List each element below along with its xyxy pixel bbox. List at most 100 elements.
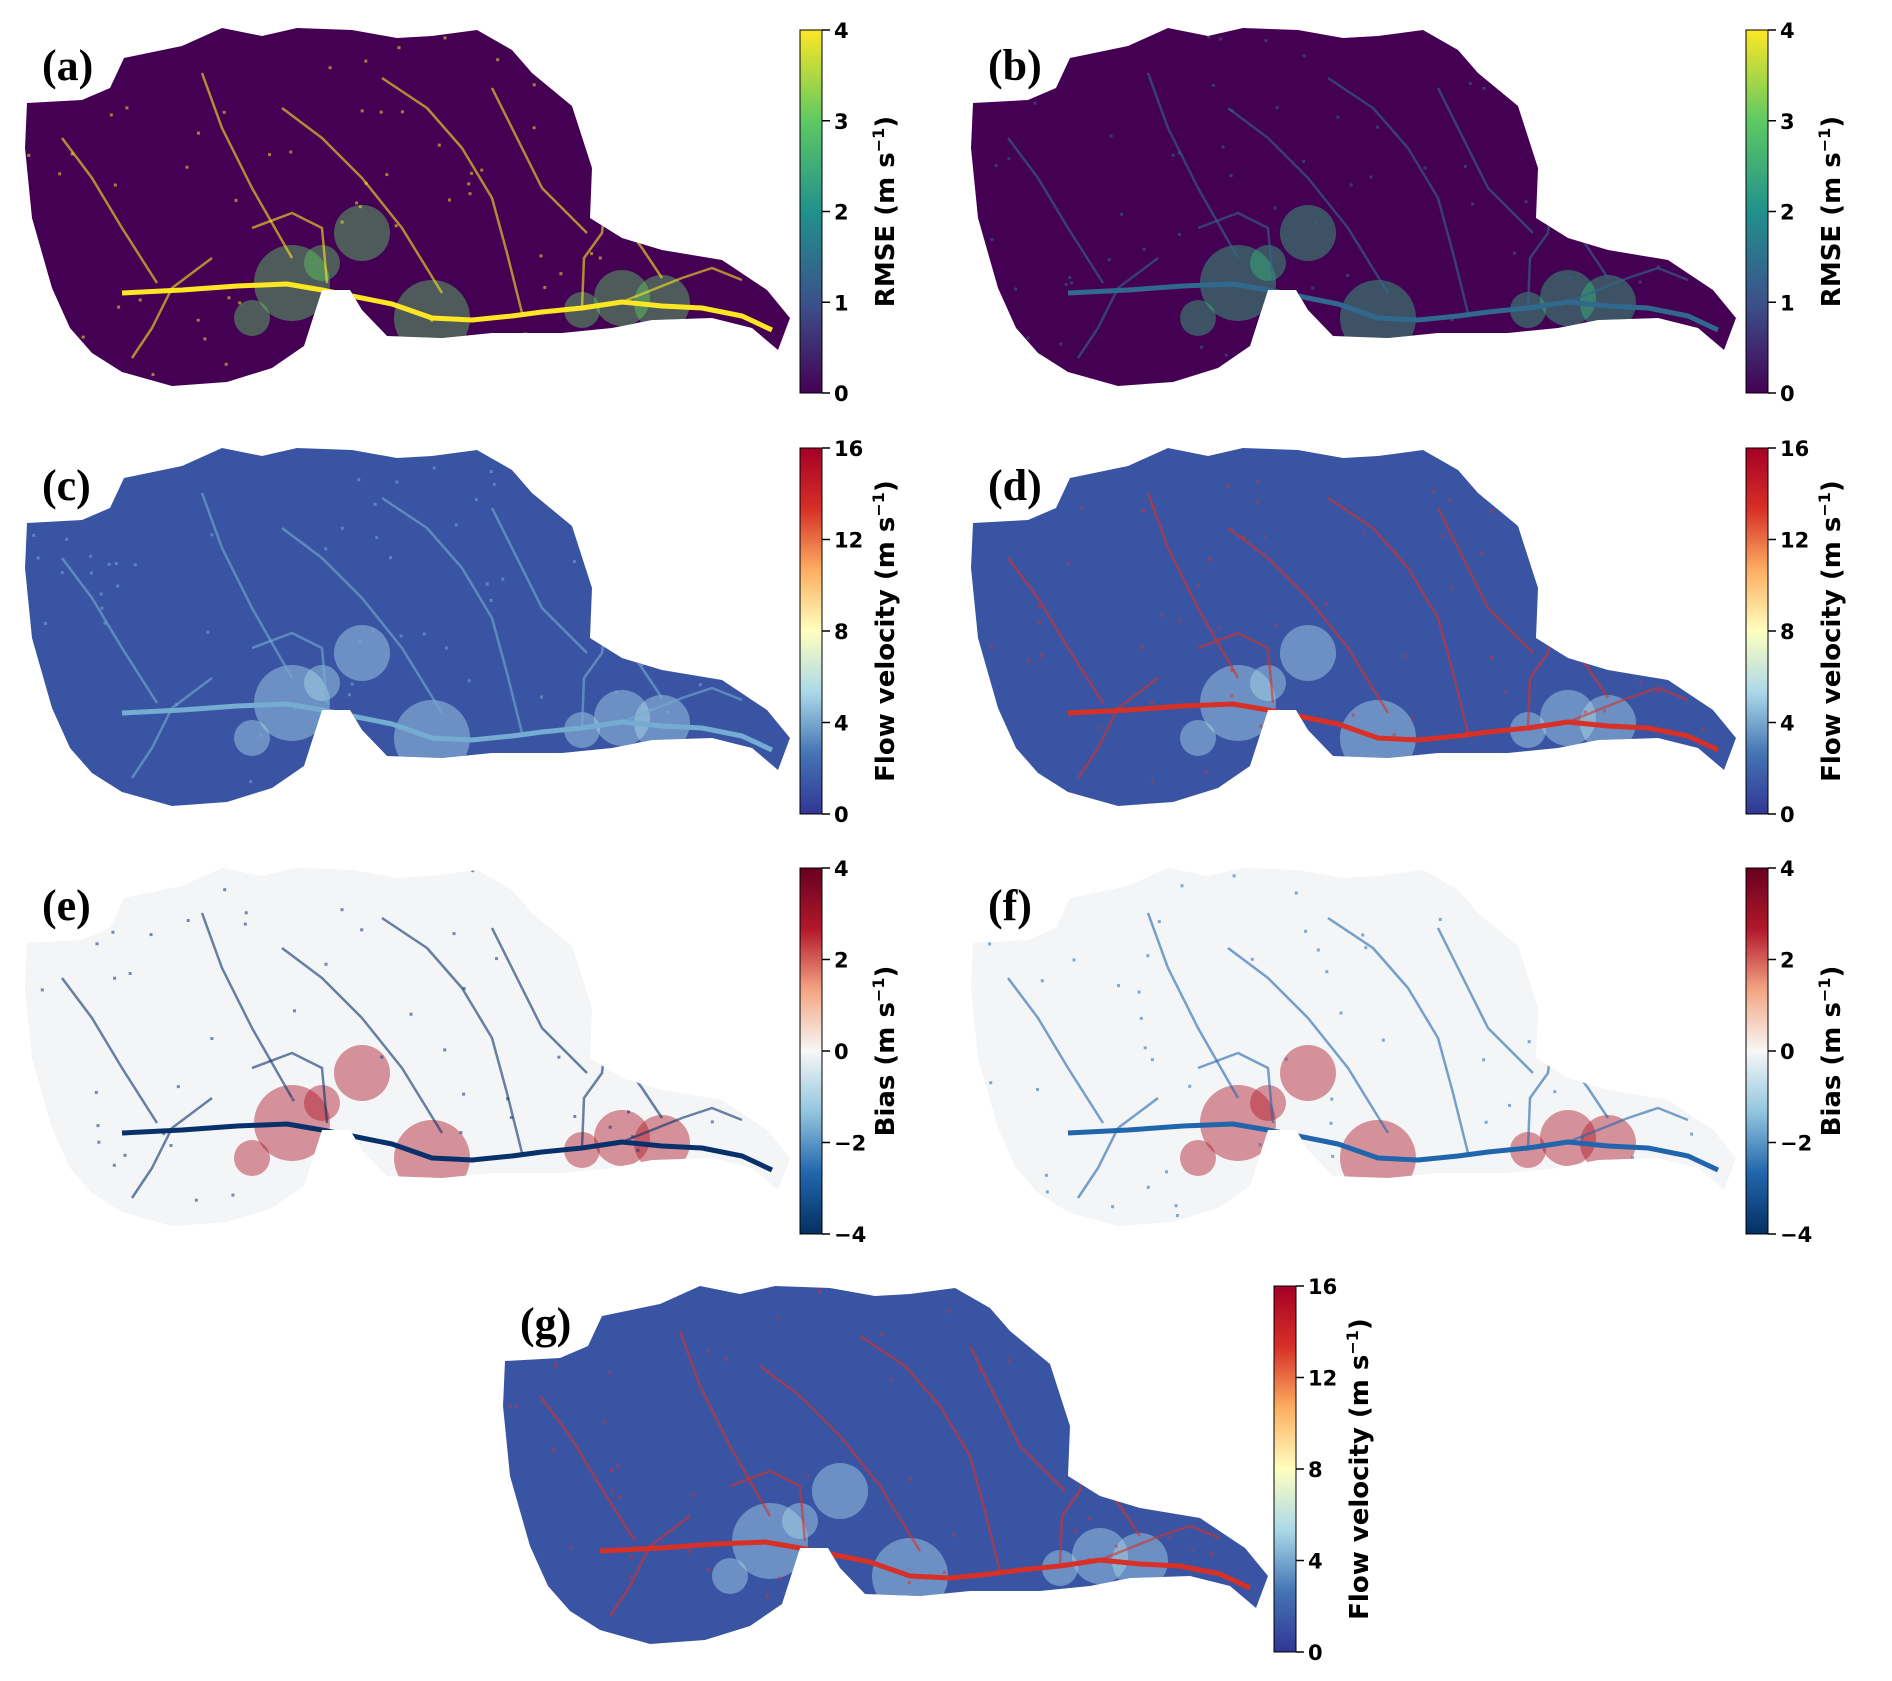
grid-cell bbox=[1144, 287, 1148, 290]
grid-cell bbox=[1403, 654, 1407, 658]
grid-cell bbox=[285, 790, 289, 794]
grid-cell bbox=[373, 502, 377, 506]
grid-cell bbox=[1263, 535, 1266, 539]
grid-cell bbox=[89, 554, 93, 558]
grid-cell bbox=[459, 1131, 463, 1135]
grid-cell bbox=[1066, 561, 1070, 565]
grid-cell bbox=[594, 771, 598, 775]
grid-cell bbox=[1189, 1355, 1193, 1358]
grid-cell bbox=[1314, 221, 1318, 225]
colorbar-tick-label: 4 bbox=[1308, 1550, 1323, 1574]
colorbar-tick-label: 8 bbox=[1308, 1458, 1323, 1482]
map-panel-c bbox=[25, 448, 790, 806]
grid-cell bbox=[947, 1309, 951, 1313]
grid-cell bbox=[176, 1085, 180, 1089]
grid-cell bbox=[569, 1545, 573, 1549]
hotspot-patch bbox=[1112, 1533, 1168, 1589]
grid-cell bbox=[1139, 1016, 1143, 1020]
grid-cell bbox=[660, 970, 664, 974]
tributary bbox=[130, 1097, 213, 1199]
grid-cell bbox=[1336, 115, 1340, 119]
hotspot-patch bbox=[1180, 300, 1216, 336]
grid-cell bbox=[355, 201, 359, 205]
grid-cell bbox=[1074, 1131, 1078, 1135]
grid-cell bbox=[616, 1464, 620, 1468]
basin-map bbox=[25, 868, 790, 1226]
grid-cell bbox=[1191, 1549, 1194, 1553]
grid-cell bbox=[1638, 280, 1642, 284]
grid-cell bbox=[1607, 480, 1611, 484]
grid-cell bbox=[777, 1315, 780, 1319]
colorbar-tick-label: 12 bbox=[1780, 529, 1809, 553]
grid-cell bbox=[1316, 948, 1320, 952]
grid-cell bbox=[818, 1290, 822, 1293]
hotspot-patch bbox=[1280, 625, 1336, 681]
grid-cell bbox=[978, 1369, 982, 1372]
grid-cell bbox=[348, 1183, 352, 1187]
grid-cell bbox=[907, 1581, 911, 1585]
grid-cell bbox=[661, 796, 665, 800]
grid-cell bbox=[447, 198, 451, 202]
colorbar-tick-label: 0 bbox=[1780, 382, 1795, 406]
grid-cell bbox=[394, 224, 398, 228]
grid-cell bbox=[70, 152, 74, 156]
grid-cell bbox=[1569, 876, 1573, 880]
grid-cell bbox=[573, 1115, 577, 1118]
grid-cell bbox=[1264, 39, 1268, 43]
grid-cell bbox=[1378, 345, 1382, 349]
grid-cell bbox=[259, 733, 263, 737]
grid-cell bbox=[521, 1173, 525, 1177]
grid-cell bbox=[1207, 35, 1211, 39]
grid-cell bbox=[1689, 554, 1693, 558]
hotspot-patch bbox=[782, 1503, 818, 1539]
grid-cell bbox=[1007, 157, 1011, 161]
grid-cell bbox=[1217, 626, 1221, 630]
grid-cell bbox=[324, 547, 328, 551]
tributary bbox=[1227, 107, 1390, 294]
basin-map bbox=[971, 28, 1736, 386]
hotspot-patch bbox=[304, 665, 340, 701]
tributary bbox=[621, 266, 743, 304]
grid-cell bbox=[1721, 488, 1725, 492]
grid-cell bbox=[348, 1190, 352, 1194]
grid-cell bbox=[103, 621, 107, 625]
colorbar-tick-label: −2 bbox=[1780, 1132, 1812, 1156]
grid-cell bbox=[432, 466, 436, 470]
grid-cell bbox=[1284, 1057, 1288, 1061]
grid-cell bbox=[197, 131, 200, 135]
grid-cell bbox=[1180, 884, 1184, 888]
hotspot-patch bbox=[234, 300, 270, 336]
grid-cell bbox=[1376, 125, 1379, 129]
tributary bbox=[381, 76, 524, 314]
grid-cell bbox=[615, 537, 619, 541]
grid-cell bbox=[649, 892, 653, 895]
grid-cell bbox=[764, 1212, 768, 1216]
tributary bbox=[1436, 87, 1534, 234]
grid-cell bbox=[162, 1132, 166, 1136]
colorbar-tick-label: 1 bbox=[1780, 291, 1795, 315]
tributary bbox=[1327, 76, 1470, 314]
grid-cell bbox=[1331, 1154, 1335, 1158]
grid-cell bbox=[1198, 1621, 1202, 1625]
tributary bbox=[61, 977, 159, 1124]
hotspot-patch bbox=[1280, 1045, 1336, 1101]
grid-cell bbox=[540, 695, 543, 699]
grid-cell bbox=[1369, 175, 1373, 179]
grid-cell bbox=[1647, 226, 1651, 230]
grid-cell bbox=[1382, 374, 1386, 378]
grid-cell bbox=[908, 1477, 912, 1481]
colorbar bbox=[1273, 1285, 1297, 1653]
grid-cell bbox=[350, 682, 354, 686]
grid-cell bbox=[186, 919, 190, 922]
tributary bbox=[61, 137, 159, 284]
hotspot-patch bbox=[1280, 205, 1336, 261]
grid-cell bbox=[32, 533, 36, 537]
grid-cell bbox=[422, 632, 426, 636]
grid-cell bbox=[95, 942, 99, 946]
colorbar-label: Bias (m s−1) bbox=[869, 966, 901, 1137]
grid-cell bbox=[371, 751, 375, 754]
grid-cell bbox=[474, 498, 478, 502]
grid-cell bbox=[1178, 1369, 1182, 1373]
grid-cell bbox=[454, 523, 458, 527]
tributary bbox=[1076, 677, 1159, 779]
